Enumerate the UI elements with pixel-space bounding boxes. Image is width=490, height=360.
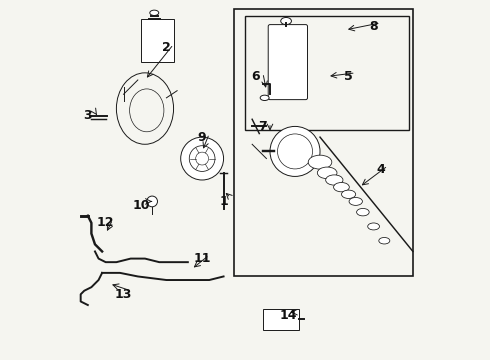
Ellipse shape xyxy=(150,10,159,15)
Ellipse shape xyxy=(277,134,313,169)
Bar xyxy=(142,19,173,62)
Circle shape xyxy=(189,146,215,171)
Ellipse shape xyxy=(318,167,337,179)
Text: 12: 12 xyxy=(97,216,115,229)
Ellipse shape xyxy=(357,208,369,216)
Text: 11: 11 xyxy=(194,252,211,265)
Bar xyxy=(234,9,413,276)
Text: 13: 13 xyxy=(115,288,132,301)
Ellipse shape xyxy=(334,183,349,192)
Ellipse shape xyxy=(368,223,379,230)
Text: 1: 1 xyxy=(219,195,228,208)
Ellipse shape xyxy=(281,18,292,24)
Text: 2: 2 xyxy=(162,41,171,54)
Ellipse shape xyxy=(326,175,343,185)
Text: 4: 4 xyxy=(376,163,385,176)
FancyBboxPatch shape xyxy=(268,24,308,100)
Circle shape xyxy=(196,152,209,165)
Text: 3: 3 xyxy=(83,109,92,122)
Text: 9: 9 xyxy=(198,131,206,144)
Ellipse shape xyxy=(260,95,269,100)
Bar xyxy=(245,16,409,130)
Ellipse shape xyxy=(379,238,390,244)
Circle shape xyxy=(147,196,157,207)
Bar xyxy=(263,309,298,330)
Text: 10: 10 xyxy=(133,198,150,212)
Text: 14: 14 xyxy=(279,309,296,322)
Text: 7: 7 xyxy=(259,120,267,133)
Ellipse shape xyxy=(342,190,356,198)
Ellipse shape xyxy=(349,198,363,206)
Text: 6: 6 xyxy=(251,70,260,83)
Ellipse shape xyxy=(270,126,320,176)
Text: 8: 8 xyxy=(369,20,378,33)
Text: 5: 5 xyxy=(344,70,353,83)
Circle shape xyxy=(181,137,223,180)
Ellipse shape xyxy=(308,155,332,169)
